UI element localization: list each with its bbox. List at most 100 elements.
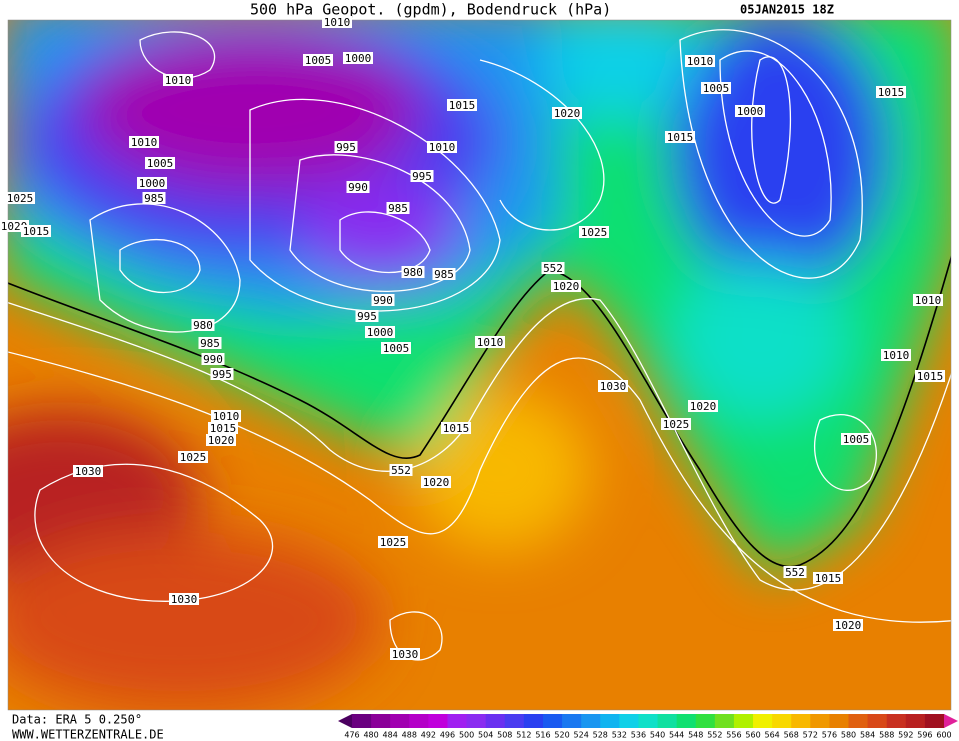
isobar-label: 1005 xyxy=(703,82,730,95)
website: WWW.WETTERZENTRALE.DE xyxy=(12,728,164,741)
colorbar-label: 548 xyxy=(688,731,703,740)
isobar-label: 1005 xyxy=(383,342,410,355)
colorbar-label: 552 xyxy=(707,731,722,740)
isobar-label: 1020 xyxy=(690,400,717,413)
isobar-labels: 1010 1005 1000 1010 1010 1005 1000 985 1025 1020 1… xyxy=(0,16,945,661)
label-box xyxy=(665,131,695,143)
isobar-label: 995 xyxy=(412,170,432,183)
colorbar-segment xyxy=(485,714,506,728)
colorbar-label: 596 xyxy=(917,731,932,740)
label-box xyxy=(201,353,225,365)
isobar-label: 980 xyxy=(193,319,213,332)
label-box xyxy=(783,566,807,578)
colorbar-segment xyxy=(352,714,372,728)
colorbar-segment xyxy=(905,714,926,728)
colorbar-label: 504 xyxy=(478,731,493,740)
isobar-label: 1010 xyxy=(213,410,240,423)
colorbar-segment xyxy=(695,714,716,728)
isobar-label: 552 xyxy=(543,262,563,275)
isobar-label: 1005 xyxy=(147,157,174,170)
isobar-label: 1015 xyxy=(815,572,842,585)
label-box xyxy=(206,434,236,446)
isobar-label: 990 xyxy=(203,353,223,366)
isobar-label: 1025 xyxy=(7,192,34,205)
colorbar-label: 484 xyxy=(383,731,398,740)
label-box xyxy=(813,572,843,584)
isobar xyxy=(719,50,832,237)
label-box xyxy=(389,464,413,476)
colorbar-segment xyxy=(657,714,678,728)
isobar xyxy=(34,463,273,602)
colorbar-segment xyxy=(562,714,582,728)
isobar-label: 1010 xyxy=(429,141,456,154)
isobar xyxy=(139,31,216,79)
isobar-label: 1010 xyxy=(131,136,158,149)
label-box xyxy=(841,433,871,445)
isobar-label: 1025 xyxy=(581,226,608,239)
colorbar-label: 524 xyxy=(574,731,589,740)
colorbar-label: 572 xyxy=(803,731,818,740)
isobar-label: 1005 xyxy=(843,433,870,446)
colorbar-segment xyxy=(466,714,487,728)
label-box xyxy=(322,16,352,28)
label-box xyxy=(386,202,410,214)
colorbar-segment xyxy=(638,714,659,728)
label-box xyxy=(178,451,208,463)
label-box xyxy=(346,181,370,193)
colorbar-segment xyxy=(753,714,773,728)
colorbar-label: 560 xyxy=(745,731,760,740)
isobar-label: 1020 xyxy=(553,280,580,293)
label-box xyxy=(421,476,451,488)
colorbar-segment xyxy=(371,714,391,728)
label-box xyxy=(21,225,51,237)
isobar-label: 1020 xyxy=(554,107,581,120)
colorbar-label: 580 xyxy=(841,731,856,740)
label-box xyxy=(365,326,395,338)
isobar-label: 1000 xyxy=(139,177,166,190)
label-box xyxy=(661,418,691,430)
isobar xyxy=(679,29,863,279)
colorbar-label: 568 xyxy=(784,731,799,740)
label-box xyxy=(881,349,911,361)
map-frame xyxy=(7,19,952,711)
colorbar-segment xyxy=(772,714,792,728)
colorbar-segment xyxy=(676,714,697,728)
colorbar-segment xyxy=(886,714,907,728)
colorbar-segment xyxy=(542,714,563,728)
isobar-label: 1010 xyxy=(324,16,351,29)
isobar-label: 552 xyxy=(785,566,805,579)
label-box xyxy=(169,593,199,605)
isobar-label: 980 xyxy=(403,266,423,279)
isobar-label: 1000 xyxy=(345,52,372,65)
colorbar-segment xyxy=(733,714,754,728)
label-box xyxy=(378,536,408,548)
date: 05JAN2015 18Z xyxy=(740,3,834,17)
isobar-label: 1030 xyxy=(392,648,419,661)
colorbar-segment xyxy=(714,714,735,728)
isobar-label: 1025 xyxy=(180,451,207,464)
label-box xyxy=(441,422,471,434)
isobar-label: 1015 xyxy=(878,86,905,99)
colorbar-arrow xyxy=(944,714,958,728)
colorbar-segment xyxy=(409,714,429,728)
label-box xyxy=(208,422,238,434)
colorbar-label: 600 xyxy=(936,731,951,740)
label-box xyxy=(334,141,358,153)
isobar-label: 995 xyxy=(357,310,377,323)
isobar-label: 985 xyxy=(200,337,220,350)
label-box xyxy=(211,410,241,422)
colorbar-segment xyxy=(581,714,601,728)
label-box xyxy=(685,55,715,67)
label-box xyxy=(735,105,765,117)
colorbar-label: 516 xyxy=(535,731,550,740)
label-box xyxy=(371,294,395,306)
isobar xyxy=(249,98,501,312)
isobar-label: 1015 xyxy=(917,370,944,383)
label-box xyxy=(73,465,103,477)
isobar-label: 1010 xyxy=(477,336,504,349)
isobar-label: 1025 xyxy=(380,536,407,549)
label-box xyxy=(551,280,581,292)
isobar-label: 985 xyxy=(388,202,408,215)
